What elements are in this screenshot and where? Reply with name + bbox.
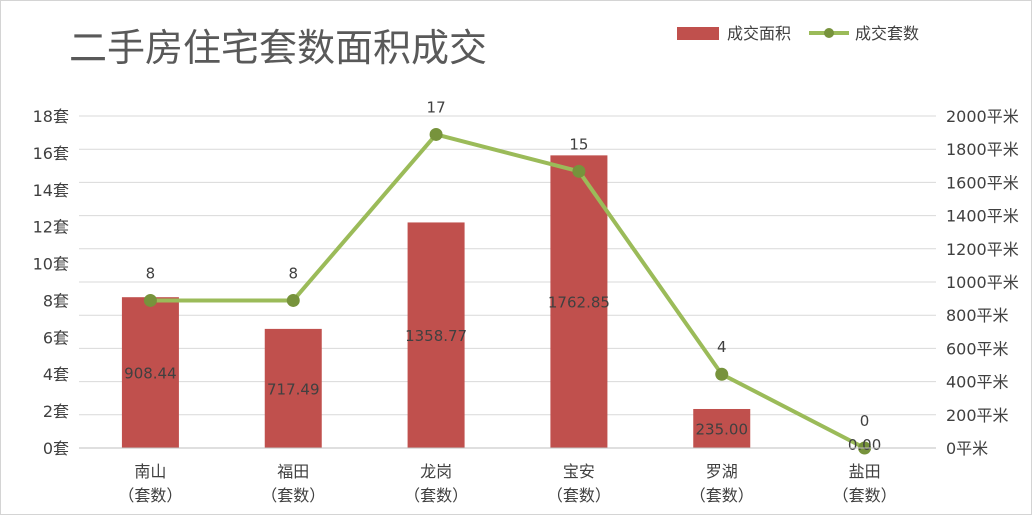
y-left-tick-label: 14套 bbox=[33, 181, 69, 200]
y-right-tick-label: 600平米 bbox=[946, 339, 1009, 358]
line-point bbox=[286, 293, 300, 307]
y-left-tick-label: 4套 bbox=[43, 365, 69, 384]
bar-value-label: 1762.85 bbox=[548, 294, 610, 312]
x-tick-label: （套数） bbox=[833, 486, 897, 505]
x-tick-label: （套数） bbox=[547, 486, 611, 505]
legend-label: 成交套数 bbox=[855, 24, 919, 43]
x-tick-label: 南山 bbox=[134, 462, 166, 481]
x-tick-label: 龙岗 bbox=[420, 462, 452, 481]
line-value-label: 8 bbox=[146, 264, 156, 282]
y-right-tick-label: 800平米 bbox=[946, 306, 1009, 325]
line-value-label: 8 bbox=[288, 264, 298, 282]
x-tick-label: （套数） bbox=[404, 486, 468, 505]
axes: 0平米 200平米 400平米 600平米 800平米 1000平米 1200平米 1400平… bbox=[33, 107, 1019, 505]
y-left-tick-label: 6套 bbox=[43, 328, 69, 347]
y-right-tick-label: 2000平米 bbox=[946, 107, 1019, 126]
line-value-label: 0 bbox=[860, 412, 870, 430]
y-right-tick-label: 1400平米 bbox=[946, 207, 1019, 226]
y-right-tick-label: 1600平米 bbox=[946, 173, 1019, 192]
y-left-tick-label: 8套 bbox=[43, 291, 69, 310]
y-right-tick-label: 200平米 bbox=[946, 406, 1009, 425]
y-right-tick-label: 1800平米 bbox=[946, 140, 1019, 159]
line-series bbox=[143, 127, 872, 455]
data-labels: 908.44 717.49 1358.77 1762.85 235.00 0.00 8 8 17… bbox=[124, 98, 881, 454]
y-left-tick-label: 2套 bbox=[43, 402, 69, 421]
bar bbox=[407, 222, 465, 448]
bar-value-label: 235.00 bbox=[696, 420, 749, 438]
line-value-label: 4 bbox=[717, 338, 727, 356]
legend-swatch-marker bbox=[824, 28, 834, 38]
chart-title: 二手房住宅套数面积成交 bbox=[69, 26, 487, 70]
bar-value-label: 717.49 bbox=[267, 380, 320, 398]
line-point bbox=[715, 367, 729, 381]
y-left-tick-label: 18套 bbox=[33, 107, 69, 126]
x-tick-label: 罗湖 bbox=[706, 462, 738, 481]
x-tick-label: 盐田 bbox=[849, 462, 881, 481]
x-tick-label: 福田 bbox=[277, 462, 309, 481]
line-value-label: 15 bbox=[569, 135, 588, 153]
y-right-tick-label: 1000平米 bbox=[946, 273, 1019, 292]
legend: 成交面积 成交套数 bbox=[677, 24, 919, 43]
x-tick-label: （套数） bbox=[261, 486, 325, 505]
x-tick-label: 宝安 bbox=[563, 462, 595, 481]
bar bbox=[550, 155, 608, 449]
line-point bbox=[429, 127, 443, 141]
x-tick-label: （套数） bbox=[690, 486, 754, 505]
line-point bbox=[143, 293, 157, 307]
y-left-tick-label: 10套 bbox=[33, 255, 69, 274]
x-tick-label: （套数） bbox=[118, 486, 182, 505]
bar-series bbox=[121, 155, 751, 449]
y-left-tick-label: 16套 bbox=[33, 144, 69, 163]
bar-value-label: 1358.77 bbox=[405, 327, 467, 345]
bar-value-label: 0.00 bbox=[848, 436, 881, 454]
bar bbox=[264, 328, 322, 448]
y-left-tick-label: 12套 bbox=[33, 218, 69, 237]
y-right-tick-label: 0平米 bbox=[946, 439, 988, 458]
series-line bbox=[150, 132, 866, 450]
y-right-tick-label: 1200平米 bbox=[946, 240, 1019, 259]
y-left-tick-label: 0套 bbox=[43, 439, 69, 458]
legend-swatch-bar bbox=[677, 27, 719, 40]
grid-lines bbox=[79, 115, 936, 416]
bar bbox=[121, 297, 179, 448]
bar bbox=[693, 408, 751, 448]
line-value-label: 17 bbox=[427, 98, 446, 116]
bar-value-label: 908.44 bbox=[124, 365, 177, 383]
y-right-tick-label: 400平米 bbox=[946, 373, 1009, 392]
legend-label: 成交面积 bbox=[727, 24, 791, 43]
line-point bbox=[572, 164, 586, 178]
